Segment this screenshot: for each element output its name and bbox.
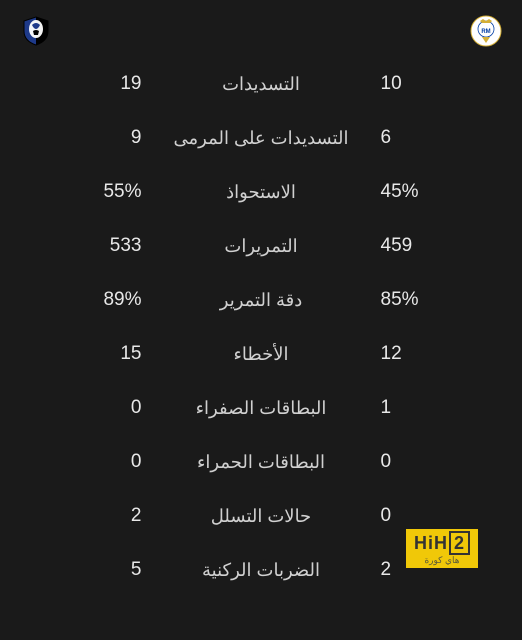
stat-right-value: 89% xyxy=(22,289,142,311)
team-right-logo xyxy=(20,15,52,47)
stat-right-value: 5 xyxy=(22,559,142,581)
stat-left-value: 0 xyxy=(381,451,501,473)
stat-label: التمريرات xyxy=(142,236,381,257)
stat-right-value: 9 xyxy=(22,127,142,149)
stat-row: 10 التسديدات 19 xyxy=(22,57,500,111)
stat-label: حالات التسلل xyxy=(142,506,381,527)
stat-row: 85% دقة التمرير 89% xyxy=(22,273,500,327)
stat-label: البطاقات الحمراء xyxy=(142,452,381,473)
watermark-main: HiH2 xyxy=(414,533,470,554)
watermark-sub: هاي كورة xyxy=(414,555,470,566)
stat-label: التسديدات xyxy=(142,74,381,95)
watermark-text-pre: HiH xyxy=(414,533,448,553)
stat-left-value: 85% xyxy=(381,289,501,311)
stat-label: الأخطاء xyxy=(142,344,381,365)
stat-right-value: 15 xyxy=(22,343,142,365)
stat-right-value: 0 xyxy=(22,451,142,473)
stat-label: دقة التمرير xyxy=(142,290,381,311)
stat-right-value: 55% xyxy=(22,181,142,203)
stat-right-value: 0 xyxy=(22,397,142,419)
stat-right-value: 2 xyxy=(22,505,142,527)
stat-label: البطاقات الصفراء xyxy=(142,398,381,419)
stat-left-value: 6 xyxy=(381,127,501,149)
stat-left-value: 12 xyxy=(381,343,501,365)
stat-left-value: 1 xyxy=(381,397,501,419)
stat-label: الاستحواذ xyxy=(142,182,381,203)
stat-row: 459 التمريرات 533 xyxy=(22,219,500,273)
stat-left-value: 0 xyxy=(381,505,501,527)
stat-row: 45% الاستحواذ 55% xyxy=(22,165,500,219)
stat-right-value: 19 xyxy=(22,73,142,95)
stat-label: الضربات الركنية xyxy=(142,560,381,581)
watermark-badge: HiH2 هاي كورة xyxy=(406,529,478,568)
stat-left-value: 459 xyxy=(381,235,501,257)
stat-right-value: 533 xyxy=(22,235,142,257)
stat-row: 6 التسديدات على المرمى 9 xyxy=(22,111,500,165)
stat-row: 0 البطاقات الحمراء 0 xyxy=(22,435,500,489)
team-left-logo: RM xyxy=(470,15,502,47)
stat-row: 1 البطاقات الصفراء 0 xyxy=(22,381,500,435)
stats-table: 10 التسديدات 19 6 التسديدات على المرمى 9… xyxy=(0,57,522,597)
stat-row: 12 الأخطاء 15 xyxy=(22,327,500,381)
svg-text:RM: RM xyxy=(481,29,490,35)
watermark-text-box: 2 xyxy=(449,531,470,555)
stat-left-value: 45% xyxy=(381,181,501,203)
stat-label: التسديدات على المرمى xyxy=(142,128,381,149)
stat-left-value: 10 xyxy=(381,73,501,95)
match-header: RM xyxy=(0,0,522,57)
